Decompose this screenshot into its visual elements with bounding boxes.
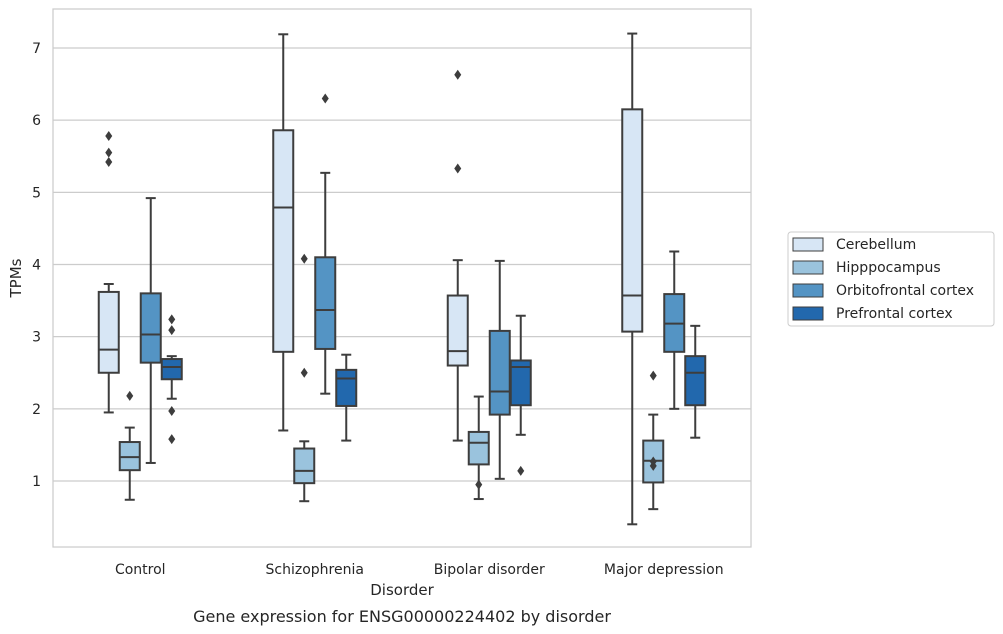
box-cerebellum [621, 32, 644, 526]
y-axis-title: TPMs [7, 258, 25, 298]
plot-boxes [97, 32, 707, 526]
box-prefrontal-cortex [335, 353, 358, 442]
grid-lines [53, 47, 751, 482]
legend-label: Orbitofrontal cortex [836, 283, 974, 299]
outlier-point [454, 69, 462, 80]
x-tick-label: Control [115, 562, 166, 578]
box-orbitofrontal-cortex [314, 93, 337, 395]
box-iqr [467, 430, 490, 466]
outlier-point [105, 157, 113, 168]
legend-swatch [792, 260, 824, 275]
legend: Cerebellum Hipppocampus Orbitofrontal cort… [787, 231, 995, 327]
box-iqr [160, 358, 183, 381]
y-tick-label: 2 [32, 402, 41, 418]
y-tick-label: 6 [32, 113, 41, 129]
box-iqr [446, 294, 469, 367]
box-cerebellum [97, 131, 120, 414]
outlier-point [168, 434, 176, 445]
chart-caption: Gene expression for ENSG00000224402 by d… [193, 607, 611, 626]
box-iqr [139, 292, 162, 364]
box-iqr [621, 108, 644, 333]
box-iqr [118, 441, 141, 472]
box-orbitofrontal-cortex [663, 250, 686, 410]
outlier-point [321, 93, 329, 104]
outlier-point [168, 314, 176, 325]
box-prefrontal-cortex [509, 314, 532, 476]
y-tick-label: 4 [32, 258, 41, 274]
box-iqr [97, 290, 120, 374]
box-prefrontal-cortex [684, 324, 707, 439]
outlier-point [105, 147, 113, 158]
box-hipppocampus [467, 395, 490, 501]
box-iqr [684, 355, 707, 407]
outlier-point [649, 370, 657, 381]
box-hipppocampus [293, 253, 316, 503]
outlier-point [300, 253, 308, 264]
outlier-point [126, 390, 134, 401]
box-cerebellum [272, 33, 295, 432]
box-orbitofrontal-cortex [139, 197, 162, 464]
y-tick-label: 1 [32, 474, 41, 490]
box-prefrontal-cortex [160, 314, 183, 445]
outlier-point [300, 367, 308, 378]
y-tick-label: 7 [32, 41, 41, 57]
legend-label: Prefrontal cortex [836, 306, 953, 322]
box-orbitofrontal-cortex [488, 259, 511, 480]
box-iqr [335, 368, 358, 407]
box-iqr [314, 256, 337, 350]
outlier-point [168, 325, 176, 336]
x-tick-label: Bipolar disorder [434, 562, 545, 578]
box-hipppocampus [118, 390, 141, 501]
outlier-point [168, 405, 176, 416]
legend-swatch [792, 237, 824, 252]
box-iqr [509, 359, 532, 407]
box-cerebellum [446, 69, 469, 442]
y-tick-label: 5 [32, 185, 41, 201]
x-tick-label: Schizophrenia [266, 562, 364, 578]
outlier-point [105, 131, 113, 142]
legend-frame [787, 231, 995, 327]
x-axis-title: Disorder [370, 581, 434, 599]
outlier-point [649, 460, 657, 471]
legend-swatch [792, 283, 824, 298]
legend-label: Hipppocampus [836, 260, 941, 276]
outlier-point [454, 163, 462, 174]
box-iqr [488, 329, 511, 416]
outlier-point [517, 465, 525, 476]
legend-label: Cerebellum [836, 237, 916, 253]
legend-swatch [792, 306, 824, 321]
y-tick-label: 3 [32, 330, 41, 346]
outlier-point [475, 479, 483, 490]
x-tick-label: Major depression [604, 562, 724, 578]
box-iqr [293, 447, 316, 485]
plot-area-frame [52, 8, 752, 548]
box-hipppocampus [642, 370, 665, 511]
box-iqr [272, 129, 295, 353]
y-axis-ticks: 1 2 3 4 5 6 7 [32, 41, 41, 490]
x-axis-ticks: Control Schizophrenia Bipolar disorder Majo… [115, 562, 724, 578]
